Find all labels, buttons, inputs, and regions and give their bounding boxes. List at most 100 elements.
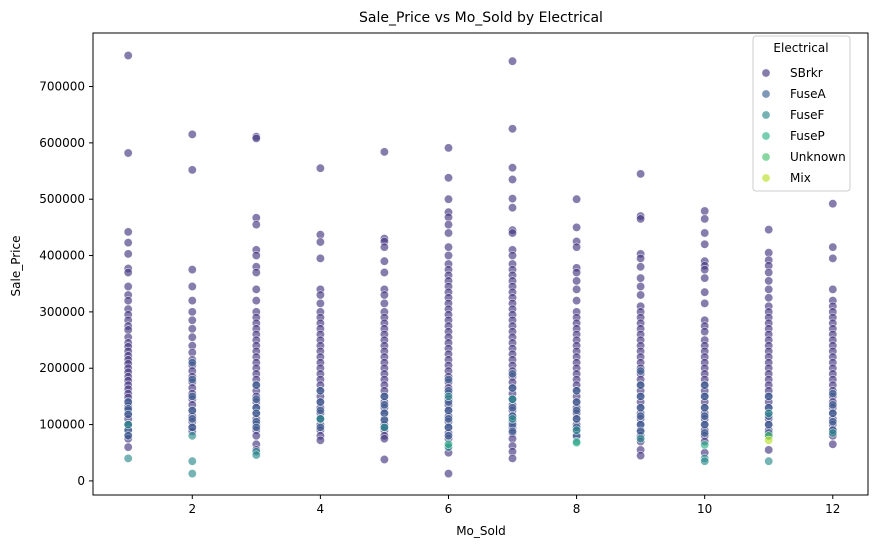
- data-point: [507, 251, 517, 261]
- legend-label: Unknown: [790, 150, 846, 164]
- data-point: [572, 267, 582, 277]
- data-point: [379, 454, 389, 464]
- data-point: [123, 281, 133, 291]
- data-point: [636, 411, 646, 421]
- x-axis-label: Mo_Sold: [456, 524, 506, 538]
- data-point: [636, 169, 646, 179]
- data-point: [636, 262, 646, 272]
- data-point: [187, 332, 197, 342]
- x-tick-label: 12: [825, 502, 840, 516]
- data-point: [828, 428, 838, 438]
- data-point: [315, 237, 325, 247]
- data-point: [251, 296, 261, 306]
- data-point: [507, 163, 517, 173]
- data-point: [123, 227, 133, 237]
- y-tick-label: 300000: [39, 305, 85, 319]
- data-point: [315, 414, 325, 424]
- chart-title: Sale_Price vs Mo_Sold by Electrical: [359, 10, 603, 26]
- data-point: [315, 435, 325, 445]
- y-tick-label: 0: [77, 474, 85, 488]
- data-point: [443, 143, 453, 153]
- data-point: [764, 276, 774, 286]
- data-point: [764, 420, 774, 430]
- data-point: [700, 298, 710, 308]
- legend-marker: [761, 152, 771, 162]
- y-tick-label: 500000: [39, 192, 85, 206]
- data-point: [572, 284, 582, 294]
- legend-item-fusea: FuseA: [761, 87, 826, 101]
- data-point: [251, 267, 261, 277]
- data-point: [123, 296, 133, 306]
- data-point: [379, 434, 389, 444]
- data-point: [251, 284, 261, 294]
- data-point: [251, 133, 261, 143]
- legend-label: SBrkr: [790, 66, 823, 80]
- data-point: [572, 242, 582, 252]
- data-point: [315, 405, 325, 415]
- data-point: [636, 451, 646, 461]
- data-point: [443, 414, 453, 424]
- y-tick-label: 200000: [39, 361, 85, 375]
- data-point: [315, 163, 325, 173]
- y-tick-label: 600000: [39, 136, 85, 150]
- legend-item-unknown: Unknown: [761, 150, 846, 164]
- data-point: [379, 242, 389, 252]
- data-point: [315, 386, 325, 396]
- data-point: [123, 267, 133, 277]
- data-point: [379, 147, 389, 157]
- data-point: [700, 287, 710, 297]
- legend-marker: [761, 110, 771, 120]
- data-point: [379, 267, 389, 277]
- data-point: [636, 214, 646, 224]
- data-point: [187, 296, 197, 306]
- data-point: [764, 435, 774, 445]
- data-point: [187, 422, 197, 432]
- data-point: [700, 420, 710, 430]
- series-fusef: [123, 391, 838, 479]
- legend-item-fusef: FuseF: [761, 108, 824, 122]
- data-point: [251, 431, 261, 441]
- data-point: [700, 391, 710, 401]
- data-point: [507, 414, 517, 424]
- y-axis-label: Sale_Price: [9, 236, 23, 297]
- data-point: [700, 239, 710, 249]
- data-point: [315, 298, 325, 308]
- data-point: [187, 324, 197, 334]
- data-point: [315, 422, 325, 432]
- data-point: [764, 408, 774, 418]
- data-point: [828, 439, 838, 449]
- legend-marker: [761, 68, 771, 78]
- data-point: [187, 431, 197, 441]
- x-tick-label: 8: [573, 502, 581, 516]
- legend-title: Electrical: [773, 41, 828, 55]
- data-point: [507, 124, 517, 134]
- data-point: [187, 358, 197, 368]
- data-point: [572, 194, 582, 204]
- data-point: [700, 327, 710, 337]
- series-fusea: [123, 358, 838, 441]
- data-point: [507, 426, 517, 436]
- data-point: [572, 222, 582, 232]
- data-point: [764, 293, 774, 303]
- data-point: [443, 431, 453, 441]
- data-point: [187, 391, 197, 401]
- data-point: [187, 129, 197, 139]
- axes-layer: 2 4 6 8 10 12 0 100000 200000 300000 400000 500000 6…: [39, 32, 869, 516]
- x-tick-label: 2: [188, 502, 196, 516]
- data-point: [251, 394, 261, 404]
- data-point: [636, 403, 646, 413]
- x-tick-label: 6: [445, 502, 453, 516]
- legend-marker: [761, 173, 771, 183]
- y-tick-label: 400000: [39, 249, 85, 263]
- data-point: [572, 397, 582, 407]
- data-point: [700, 214, 710, 224]
- data-point: [636, 434, 646, 444]
- data-point: [443, 469, 453, 479]
- data-point: [443, 251, 453, 261]
- data-point: [187, 414, 197, 424]
- data-point: [379, 422, 389, 432]
- plot-frame: [92, 32, 869, 496]
- data-point: [700, 265, 710, 275]
- series-fusep: [443, 438, 710, 450]
